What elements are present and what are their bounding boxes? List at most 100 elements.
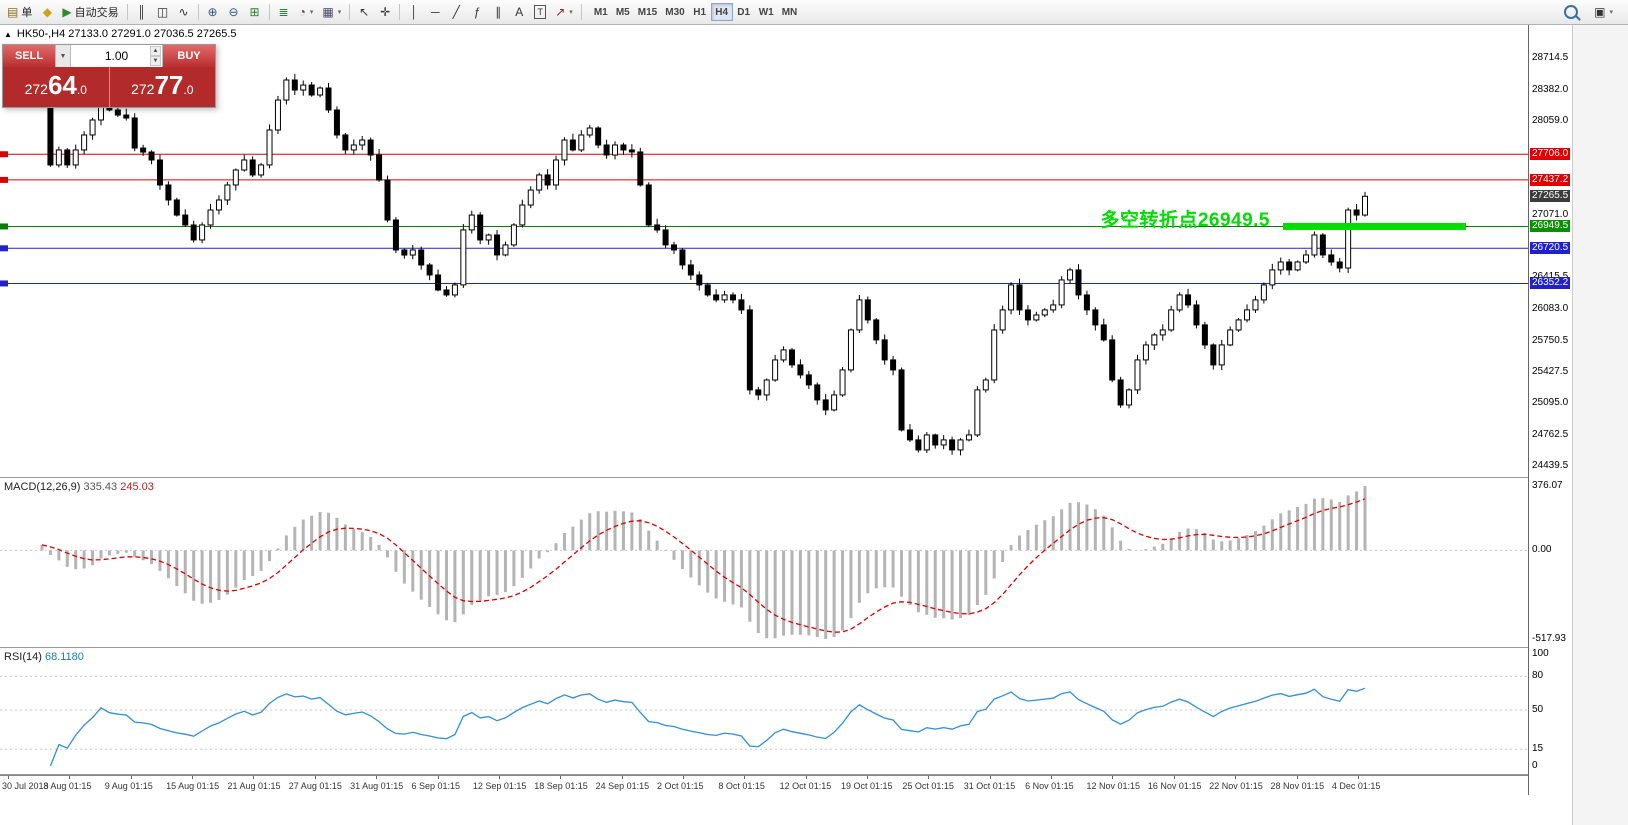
date-tick [8,776,9,779]
toolbar-separator [126,4,128,20]
new-order-button[interactable]: ▤ 单 [3,2,36,22]
right-gutter [1572,25,1628,825]
horizontal-line-icon[interactable]: ─ [425,2,445,22]
date-label: 8 Oct 01:15 [718,781,765,791]
date-tick [621,776,623,779]
price-axis[interactable]: 28714.5 28382.0 28059.0 27706.0 27437.2 27265… [1528,25,1572,795]
panel-splitter-macd[interactable] [0,477,1528,478]
sell-price-button[interactable]: 272 64.0 [3,67,109,107]
trendline-icon[interactable]: ╱ [446,2,466,22]
date-label: 16 Nov 01:15 [1147,781,1202,791]
arrows-icon[interactable]: ↗ ▾ [551,2,577,22]
channels-icon[interactable]: ∥ [488,2,508,22]
buy-price-button[interactable]: 272 77.0 [108,67,216,107]
text-label-icon[interactable]: T [530,2,550,22]
zoom-out-icon[interactable]: ⊖ [224,2,244,22]
macd-signal-value: 245.03 [120,481,154,493]
candlestick-chart-icon: ◫ [156,5,169,19]
price-label-26720.5: 26720.5 [1530,242,1571,255]
tile-windows-icon[interactable]: ⊞ [245,2,265,22]
main-chart-canvas[interactable] [0,25,1528,477]
cursor-icon: ↖ [359,5,370,19]
timeframe-m30[interactable]: M30 [665,6,685,18]
date-tick [560,776,562,779]
price-label-27706.0: 27706.0 [1530,148,1571,161]
rsi-axis-50: 50 [1532,704,1544,715]
indicator-list-icon[interactable]: ≣ [274,2,294,22]
candlestick-chart-icon[interactable]: ◫ [153,2,173,22]
timeframe-m1[interactable]: M1 [593,6,608,18]
price-label-28382.0: 28382.0 [1532,83,1569,95]
date-tick [1235,776,1237,779]
timeframe-d1[interactable]: D1 [737,6,751,18]
date-axis[interactable]: 30 Jul 2018 3 Aug 01:15 9 Aug 01:15 15 Aug … [0,775,1528,796]
sell-button[interactable]: SELL [3,45,55,67]
crosshair-icon[interactable]: ✛ [375,2,395,22]
price-label-24439.5: 24439.5 [1532,460,1569,471]
bar-chart-icon[interactable]: ║ [132,2,152,22]
new-order-label: 单 [21,7,33,19]
cursor-icon[interactable]: ↖ [354,2,374,22]
metaeditor-icon[interactable]: ◆ [37,2,57,22]
rsi-axis-100: 100 [1532,648,1549,659]
search-icon[interactable] [1560,2,1582,22]
date-tick [69,776,71,779]
timeframe-mn[interactable]: MN [781,6,798,18]
panel-splitter-axis [0,774,1528,775]
price-label-27071.0: 27071.0 [1532,208,1569,220]
timeframe-h4[interactable]: H4 [710,3,733,21]
periods-icon: ◔ [298,5,306,19]
sell-price-frac: .0 [76,83,87,97]
order-type-dropdown[interactable]: ▼ [55,45,71,67]
date-label: 22 Nov 01:15 [1209,781,1263,791]
price-label-28714.5: 28714.5 [1532,52,1569,63]
date-label: 12 Sep 01:15 [472,781,527,791]
metaeditor-icon: ◆ [42,5,52,19]
timeframe-m5[interactable]: M5 [615,6,630,18]
autotrading-button[interactable]: ▶ 自动交易 [58,2,122,22]
date-tick [744,776,746,779]
date-label: 31 Oct 01:15 [963,781,1016,791]
date-tick [437,776,439,779]
date-tick [805,776,807,779]
fibonacci-icon[interactable]: ƒ [467,2,487,22]
horizontal-line-icon: ─ [430,5,440,19]
buy-price-big: 77 [154,70,184,100]
zoom-out-icon: ⊖ [228,5,239,19]
macd-panel-canvas[interactable] [0,478,1528,647]
date-tick [867,776,869,779]
text-icon[interactable]: A [509,2,529,22]
toolbar: ▤ 单 ◆ ▶ 自动交易 ║ ◫ ∿ ⊕ ⊖ ⊞ ≣ ◔ ▾ ▦ ▾ ↖ ✛ │ ─ ╱ ƒ ∥ A T ↗ ▾ M1 M5 M15 M3… [0,0,1628,25]
date-tick [192,776,194,779]
timeframe-m15[interactable]: M15 [637,6,658,18]
templates-icon[interactable]: ▦ ▾ [318,2,345,22]
volume-stepper[interactable]: ▲ ▼ [150,46,161,66]
price-label-26352.2: 26352.2 [1530,277,1571,290]
timeframe-w1[interactable]: W1 [758,6,774,18]
price-label-25750.5: 25750.5 [1532,334,1569,346]
toolbar-separator [580,4,582,20]
rsi-panel-canvas[interactable] [0,648,1528,774]
buy-button[interactable]: BUY [163,45,215,67]
line-chart-icon[interactable]: ∿ [174,2,194,22]
chevron-down-icon: ▾ [309,9,314,16]
date-label: 21 Aug 01:15 [227,781,281,791]
panel-splitter-rsi[interactable] [0,647,1528,648]
periods-icon[interactable]: ◔ ▾ [295,2,318,22]
window-menu-icon[interactable]: ▣ ▾ [1594,5,1613,19]
date-label: 24 Sep 01:15 [595,781,650,791]
timeframe-h1[interactable]: H1 [693,6,707,18]
sell-price-big: 64 [47,70,77,100]
date-tick [376,776,378,779]
date-tick [1112,776,1114,779]
volume-input[interactable]: 1.00 ▲ ▼ [71,45,163,67]
date-label: 28 Nov 01:15 [1270,781,1325,791]
date-label: 25 Oct 01:15 [902,781,954,791]
price-label-27437.2: 27437.2 [1530,173,1571,186]
buy-price-prefix: 272 [131,81,155,97]
date-label: 4 Dec 01:15 [1331,781,1381,791]
zoom-in-icon[interactable]: ⊕ [203,2,223,22]
vertical-line-icon[interactable]: │ [404,2,424,22]
toolbar-separator [349,4,351,20]
pivot-annotation-text[interactable]: 多空转折点26949.5 [1100,210,1270,231]
